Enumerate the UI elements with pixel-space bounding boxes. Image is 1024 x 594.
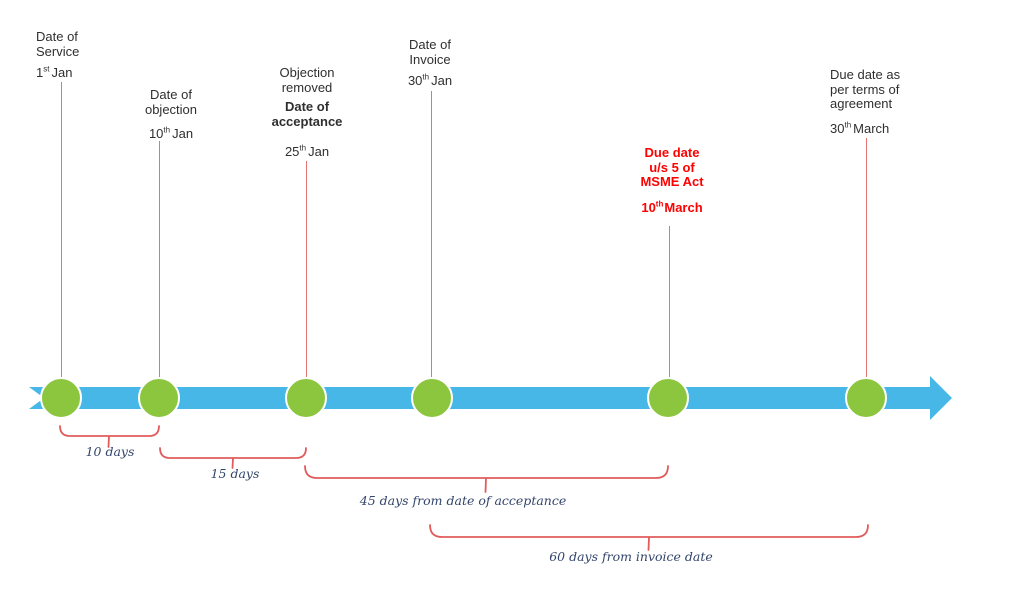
event-title: objection [144, 101, 198, 117]
event-title: Date of [409, 37, 451, 52]
event-label-date-of-service: Date of Service 1st Jan [36, 29, 80, 81]
event-label-due-date-msme: Due date u/s 5 of MSME Act 10thMarch [640, 145, 704, 215]
event-label-due-date-agreement: Due date as per terms of agreement 30th M… [830, 67, 901, 136]
duration-bracket-15-days [159, 447, 307, 469]
event-date: 10thMarch [641, 199, 703, 215]
duration-label-15-days: 15 days [210, 466, 260, 481]
connector-line-date-of-invoice [430, 91, 433, 377]
event-date: 30th March [830, 120, 890, 136]
duration-label-10-days: 10 days [85, 444, 135, 459]
duration-bracket-10-days [59, 425, 160, 448]
event-title: Date of [150, 87, 192, 102]
event-title: Service [36, 43, 80, 59]
connector-line-date-of-objection [158, 141, 161, 377]
event-marker-due-date-msme [647, 377, 689, 419]
event-title: agreement [830, 96, 893, 111]
event-subtitle: Date of [284, 99, 330, 114]
connector-line-date-of-acceptance [305, 161, 308, 377]
event-title: u/s 5 of [649, 159, 695, 175]
duration-bracket-45-days [304, 465, 669, 493]
event-marker-date-of-acceptance [285, 377, 327, 419]
event-label-date-of-invoice: Date of Invoice 30th Jan [407, 37, 453, 89]
event-label-date-of-acceptance: Objection removed Date of acceptance 25t… [271, 65, 343, 160]
event-marker-date-of-invoice [411, 377, 453, 419]
event-date: 1st Jan [36, 64, 73, 80]
duration-label-45-days: 45 days from date of acceptance [359, 493, 567, 508]
event-title: removed [281, 79, 333, 95]
event-title: Due date [644, 145, 700, 160]
event-marker-date-of-objection [138, 377, 180, 419]
duration-label-60-days: 60 days from invoice date [549, 549, 713, 564]
connector-line-due-date-agreement [865, 138, 868, 377]
event-date: 10th Jan [148, 125, 194, 141]
event-date: 30th Jan [407, 72, 453, 88]
duration-bracket-60-days [429, 524, 869, 551]
event-subtitle: acceptance [271, 113, 343, 129]
event-date: 25th Jan [284, 143, 330, 159]
connector-line-date-of-service [60, 82, 63, 377]
event-title: Date of [36, 29, 78, 44]
timeline-arrow [29, 376, 952, 420]
event-title: Due date as [830, 67, 901, 82]
event-title: Invoice [409, 51, 451, 67]
event-title: per terms of [830, 81, 900, 97]
event-title: Objection [279, 65, 335, 80]
connector-line-due-date-msme [668, 226, 671, 377]
event-marker-due-date-agreement [845, 377, 887, 419]
event-label-date-of-objection: Date of objection 10th Jan [144, 87, 198, 142]
event-marker-date-of-service [40, 377, 82, 419]
event-title: MSME Act [640, 174, 704, 189]
